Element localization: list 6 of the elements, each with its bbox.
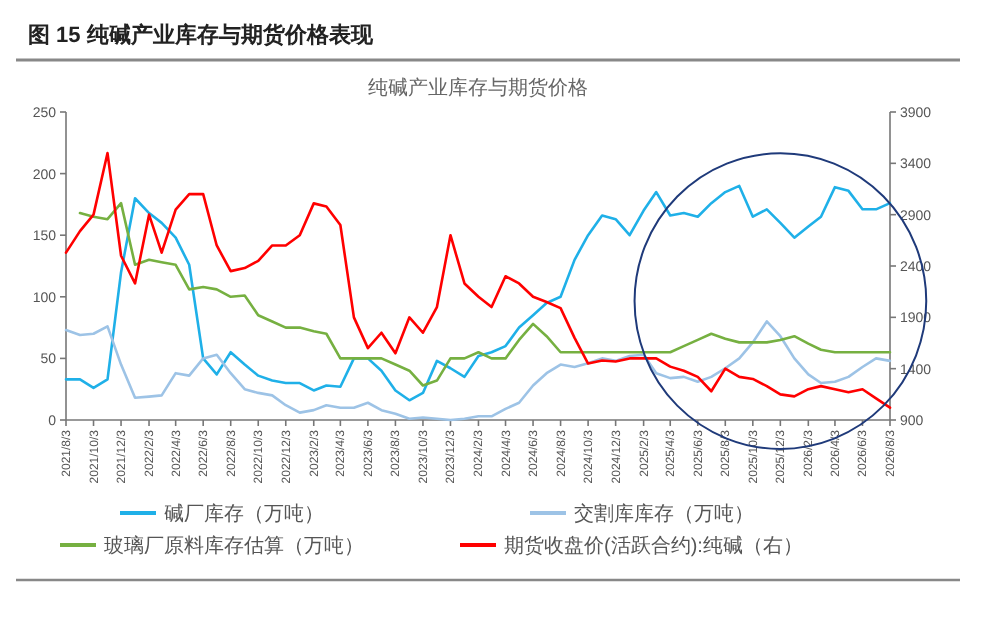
legend-label: 碱厂库存（万吨） — [164, 502, 324, 526]
legend-label: 玻璃厂原料库存估算（万吨） — [104, 534, 364, 558]
legend-label: 交割库库存（万吨） — [574, 502, 754, 526]
legend-label: 期货收盘价(活跃合约):纯碱（右） — [504, 534, 803, 558]
subtitle: 纯碱产业库存与期货价格 — [368, 78, 588, 100]
title: 图 15 纯碱产业库存与期货价格表现 — [28, 24, 373, 48]
